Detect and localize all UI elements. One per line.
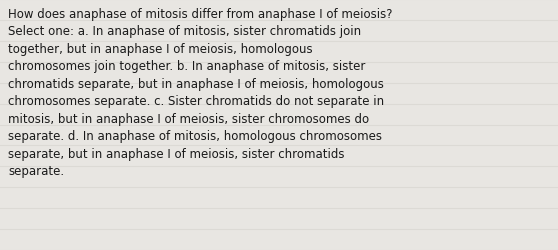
Text: How does anaphase of mitosis differ from anaphase I of meiosis?
Select one: a. I: How does anaphase of mitosis differ from…: [8, 8, 393, 177]
